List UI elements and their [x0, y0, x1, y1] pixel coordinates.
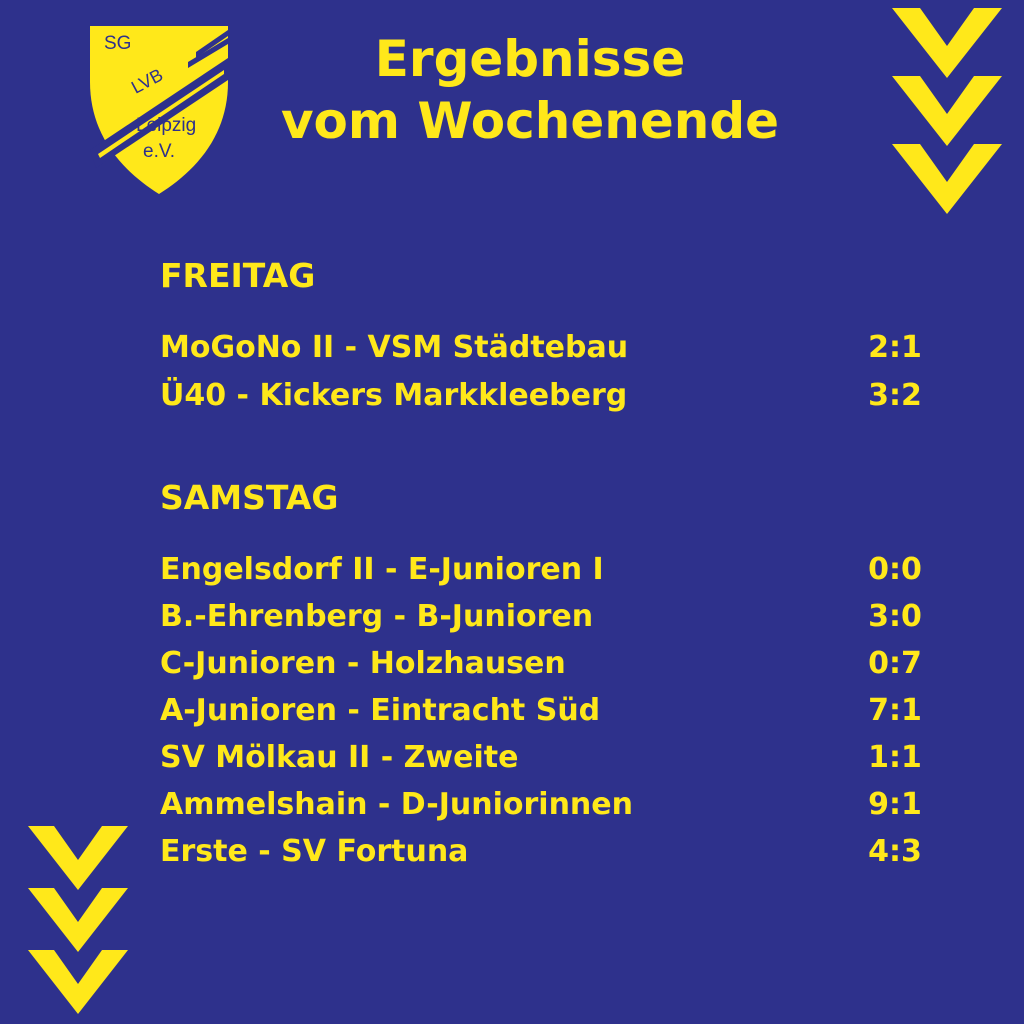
- page-title: Ergebnisse vom Wochenende: [260, 28, 800, 152]
- match-name: Ammelshain - D-Juniorinnen: [160, 787, 633, 822]
- title-line-2: vom Wochenende: [280, 92, 780, 150]
- result-row: C-Junioren - Holzhausen 0:7: [160, 640, 940, 688]
- result-row: Erste - SV Fortuna 4:3: [160, 828, 940, 876]
- match-name: C-Junioren - Holzhausen: [160, 646, 566, 681]
- match-score: 2:1: [868, 330, 922, 365]
- result-row: SV Mölkau II - Zweite 1:1: [160, 734, 940, 782]
- match-score: 1:1: [868, 740, 922, 775]
- title-line-1: Ergebnisse: [374, 30, 686, 88]
- chevron-down-icon: [28, 826, 128, 1020]
- match-name: A-Junioren - Eintracht Süd: [160, 693, 601, 728]
- result-row: Ammelshain - D-Juniorinnen 9:1: [160, 781, 940, 829]
- logo-ev-text: e.V.: [143, 141, 176, 162]
- result-row: B.-Ehrenberg - B-Junioren 3:0: [160, 593, 940, 641]
- match-name: MoGoNo II - VSM Städtebau: [160, 330, 629, 365]
- club-logo: SG LVB Leipzig e.V.: [84, 22, 234, 197]
- result-row: A-Junioren - Eintracht Süd 7:1: [160, 687, 940, 735]
- day-heading-saturday: SAMSTAG: [160, 478, 339, 517]
- match-score: 3:2: [868, 378, 922, 413]
- match-score: 3:0: [868, 599, 922, 634]
- match-name: SV Mölkau II - Zweite: [160, 740, 519, 775]
- chevron-down-icon: [892, 8, 1002, 218]
- result-row: Engelsdorf II - E-Junioren I 0:0: [160, 546, 940, 594]
- match-score: 7:1: [868, 693, 922, 728]
- match-name: Ü40 - Kickers Markkleeberg: [160, 378, 628, 413]
- day-heading-friday: FREITAG: [160, 256, 316, 295]
- match-name: Engelsdorf II - E-Junioren I: [160, 552, 604, 587]
- result-row: Ü40 - Kickers Markkleeberg 3:2: [160, 372, 940, 420]
- logo-sg-text: SG: [104, 33, 132, 54]
- match-name: B.-Ehrenberg - B-Junioren: [160, 599, 594, 634]
- match-score: 0:7: [868, 646, 922, 681]
- match-score: 4:3: [868, 834, 922, 869]
- match-score: 0:0: [868, 552, 922, 587]
- logo-city-text: Leipzig: [136, 115, 197, 136]
- result-row: MoGoNo II - VSM Städtebau 2:1: [160, 324, 940, 372]
- match-score: 9:1: [868, 787, 922, 822]
- match-name: Erste - SV Fortuna: [160, 834, 469, 869]
